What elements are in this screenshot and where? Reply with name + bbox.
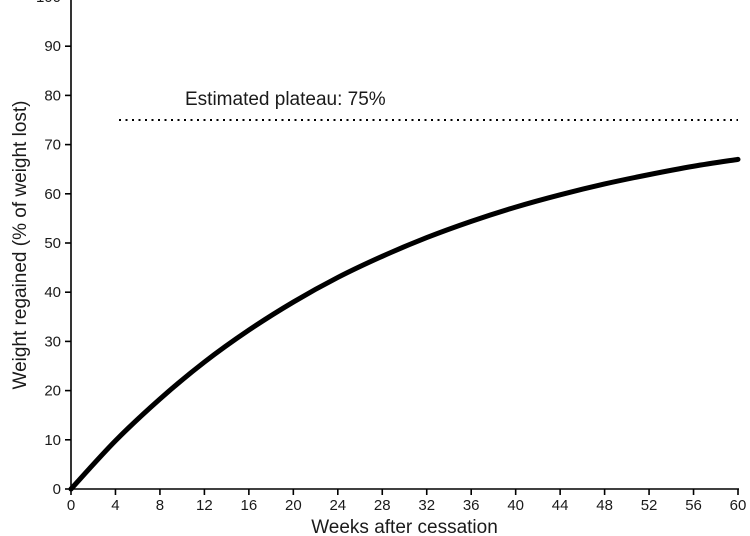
x-tick-label: 4 [111,497,119,514]
y-tick-label: 50 [44,235,61,252]
x-axis-title: Weeks after cessation [311,517,498,536]
axes: 0 4 8 12 16 20 24 28 32 36 40 44 48 52 56 60 0102030405… [36,0,746,514]
y-tick-label: 40 [44,284,61,301]
y-tick-label: 20 [44,383,61,400]
x-tick-label: 28 [374,497,391,514]
x-tick-label: 16 [241,497,258,514]
x-tick-label: 56 [685,497,702,514]
x-tick-label: 12 [196,497,213,514]
x-tick-label: 24 [329,497,346,514]
x-tick-label: 32 [418,497,435,514]
y-tick-label: 10 [44,432,61,449]
y-axis-ticks: 0 10 20 30 40 50 60 70 80 90 100 [36,0,71,498]
x-axis-ticks: 0 4 8 12 16 20 24 28 32 36 40 44 48 52 56 60 [67,489,747,514]
y-tick-label: 90 [44,38,61,55]
x-tick-label: 0 [67,497,75,514]
plateau-annotation: Estimated plateau: 75% [185,89,386,110]
x-tick-label: 20 [285,497,302,514]
x-tick-label: 60 [730,497,747,514]
x-tick-label: 40 [507,497,524,514]
x-tick-label: 44 [552,497,569,514]
y-tick-label: 0 [53,481,61,498]
series-group [68,156,741,492]
plateau-reference: Estimated plateau: 75% [119,89,738,121]
y-tick-label: 80 [44,87,61,104]
x-tick-label: 8 [156,497,164,514]
y-tick-label: 60 [44,186,61,203]
y-tick-label: 70 [44,137,61,154]
y-tick-label: 30 [44,333,61,350]
regain-curve [68,156,741,492]
x-tick-label: 48 [596,497,613,514]
y-axis-title: Weight regained (% of weight lost) [10,100,31,389]
x-tick-label: 36 [463,497,480,514]
x-tick-label: 52 [641,497,658,514]
y-tick-label: 100 [36,0,61,6]
